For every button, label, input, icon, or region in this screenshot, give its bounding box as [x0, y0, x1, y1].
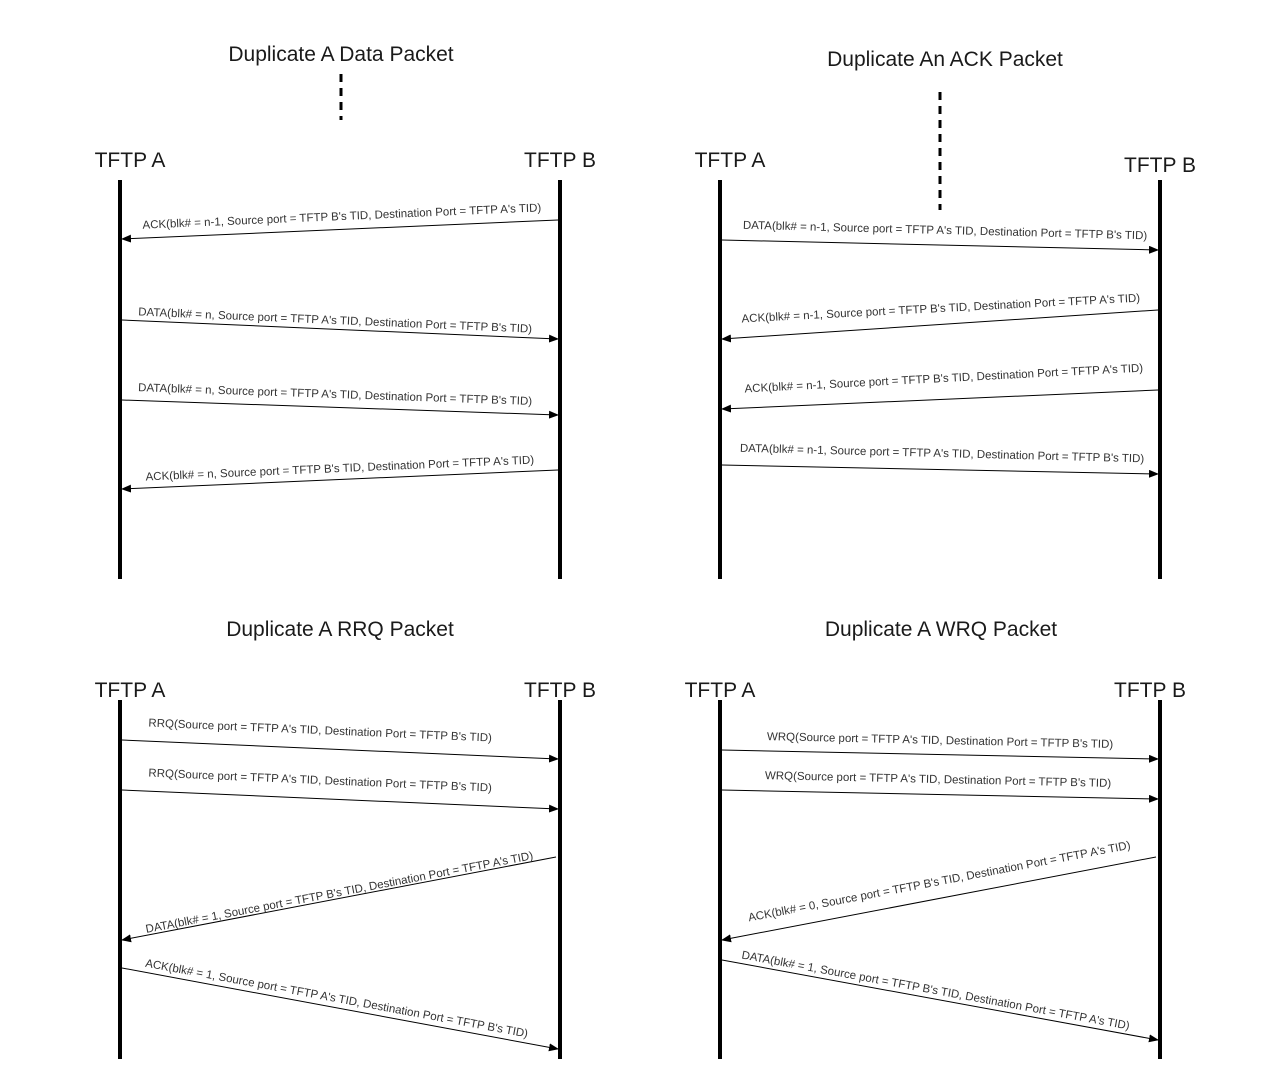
actor-label-tftp-a: TFTP A: [95, 149, 166, 172]
actor-label-tftp-b: TFTP B: [524, 679, 596, 702]
message-label: DATA(blk# = n, Source port = TFTP A's TI…: [138, 306, 532, 335]
message-label: ACK(blk# = n-1, Source port = TFTP B's T…: [744, 363, 1143, 396]
message-arrow: DATA(blk# = n, Source port = TFTP A's TI…: [121, 382, 559, 419]
message-arrow: WRQ(Source port = TFTP A's TID, Destinat…: [721, 731, 1159, 763]
message-arrow: RRQ(Source port = TFTP A's TID, Destinat…: [121, 768, 559, 813]
message-arrow: DATA(blk# = n, Source port = TFTP A's TI…: [121, 306, 559, 343]
actor-label-tftp-a: TFTP A: [695, 149, 766, 172]
message-arrow: ACK(blk# = n-1, Source port = TFTP B's T…: [121, 202, 559, 243]
message-arrow: DATA(blk# = 1, Source port = TFTP B's TI…: [121, 850, 557, 943]
message-arrow: RRQ(Source port = TFTP A's TID, Destinat…: [121, 718, 559, 763]
message-label: ACK(blk# = n-1, Source port = TFTP B's T…: [741, 293, 1140, 326]
message-arrow: ACK(blk# = n-1, Source port = TFTP B's T…: [721, 363, 1159, 413]
message-label: ACK(blk# = 0, Source port = TFTP B's TID…: [747, 840, 1131, 925]
actor-label-tftp-b: TFTP B: [1124, 154, 1196, 177]
diagram-title: Duplicate A RRQ Packet: [226, 618, 454, 641]
diagram-duplicate-wrq-packet: Duplicate A WRQ Packet TFTP A TFTP B WRQ…: [685, 618, 1186, 1059]
message-label: DATA(blk# = n-1, Source port = TFTP A's …: [740, 443, 1145, 466]
message-label: RRQ(Source port = TFTP A's TID, Destinat…: [148, 718, 492, 745]
message-arrow: ACK(blk# = n, Source port = TFTP B's TID…: [121, 455, 559, 493]
actor-label-tftp-b: TFTP B: [1114, 679, 1186, 702]
message-arrow: ACK(blk# = n-1, Source port = TFTP B's T…: [721, 293, 1159, 343]
message-arrow: DATA(blk# = n-1, Source port = TFTP A's …: [721, 220, 1159, 254]
message-label: WRQ(Source port = TFTP A's TID, Destinat…: [765, 770, 1112, 790]
message-arrow: ACK(blk# = 1, Source port = TFTP A's TID…: [121, 958, 559, 1052]
actor-label-tftp-a: TFTP A: [685, 679, 756, 702]
actor-label-tftp-b: TFTP B: [524, 149, 596, 172]
message-label: DATA(blk# = n, Source port = TFTP A's TI…: [138, 382, 532, 408]
diagram-title: Duplicate A WRQ Packet: [825, 618, 1057, 641]
message-arrow: DATA(blk# = 1, Source port = TFTP B's TI…: [721, 950, 1159, 1043]
diagram-title: Duplicate A Data Packet: [228, 43, 453, 66]
diagram-duplicate-ack-packet: Duplicate An ACK Packet TFTP A TFTP B DA…: [695, 48, 1196, 579]
message-label: DATA(blk# = 1, Source port = TFTP B's TI…: [741, 950, 1131, 1033]
message-arrow: ACK(blk# = 0, Source port = TFTP B's TID…: [721, 840, 1157, 943]
diagram-title: Duplicate An ACK Packet: [827, 48, 1063, 71]
diagram-duplicate-data-packet: Duplicate A Data Packet TFTP A TFTP B AC…: [95, 43, 596, 579]
message-label: ACK(blk# = 1, Source port = TFTP A's TID…: [144, 958, 529, 1041]
message-label: ACK(blk# = n-1, Source port = TFTP B's T…: [142, 202, 541, 231]
diagram-duplicate-rrq-packet: Duplicate A RRQ Packet TFTP A TFTP B RRQ…: [95, 618, 596, 1059]
message-arrow: WRQ(Source port = TFTP A's TID, Destinat…: [721, 770, 1159, 803]
message-label: RRQ(Source port = TFTP A's TID, Destinat…: [148, 768, 492, 795]
message-arrow: DATA(blk# = n-1, Source port = TFTP A's …: [721, 443, 1159, 478]
message-label: DATA(blk# = n-1, Source port = TFTP A's …: [743, 220, 1148, 243]
actor-label-tftp-a: TFTP A: [95, 679, 166, 702]
message-label: DATA(blk# = 1, Source port = TFTP B's TI…: [145, 850, 535, 936]
message-label: WRQ(Source port = TFTP A's TID, Destinat…: [767, 731, 1114, 751]
